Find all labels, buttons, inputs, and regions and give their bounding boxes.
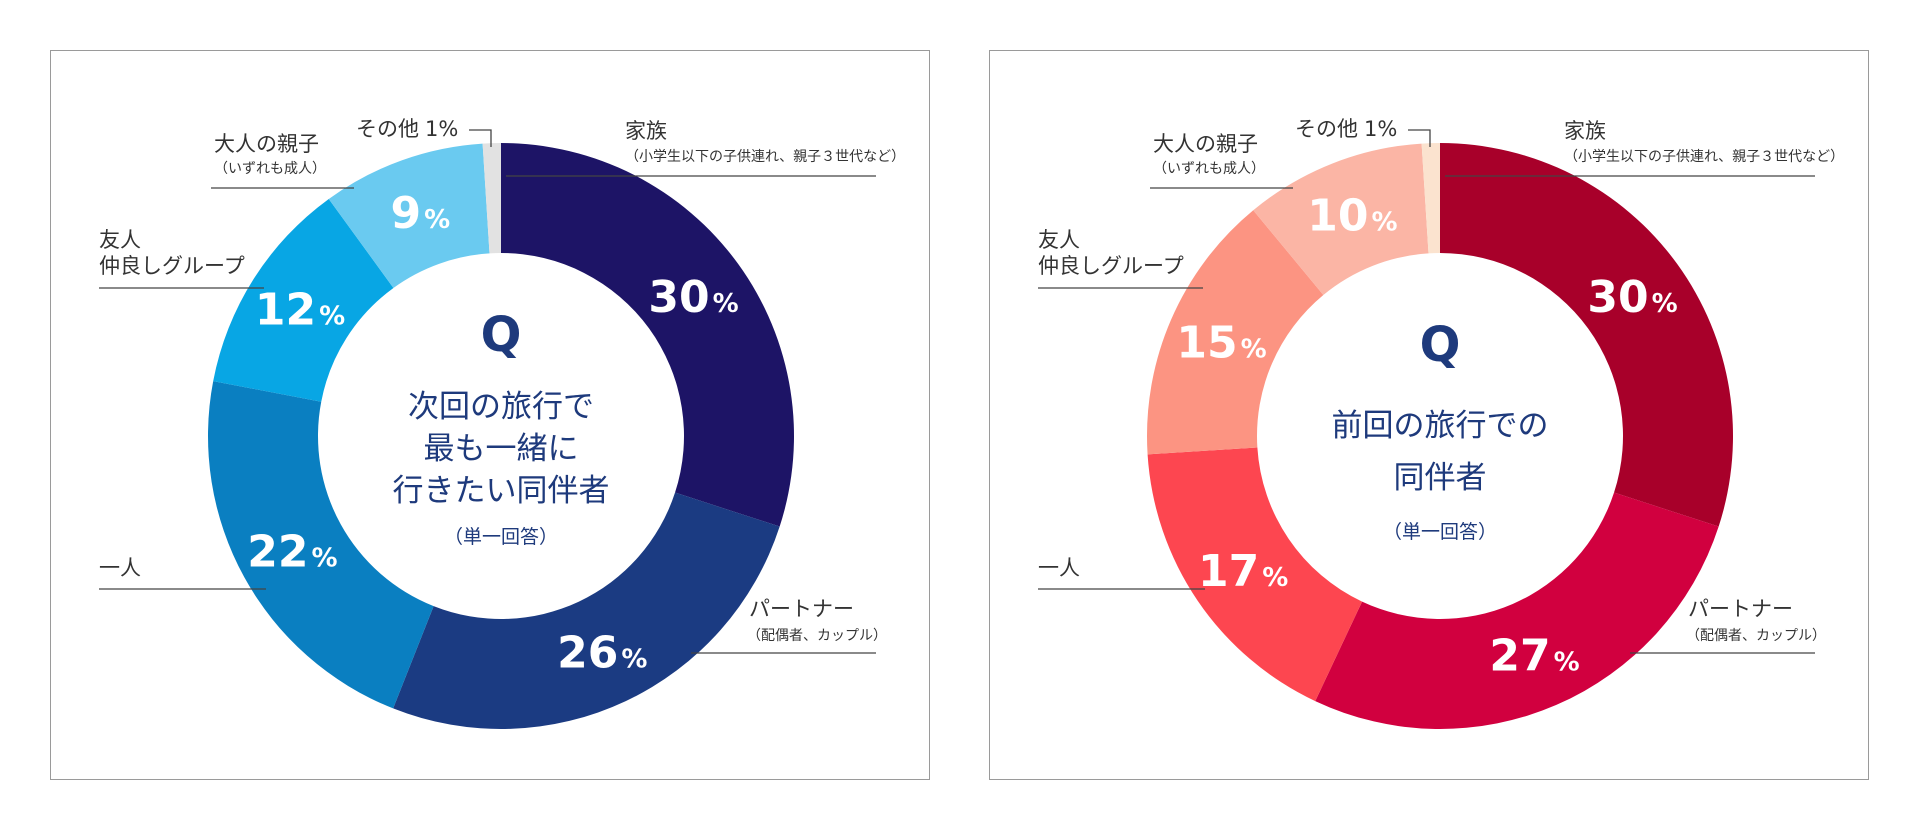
pct-sign: %	[1554, 647, 1580, 677]
slice-5	[328, 143, 490, 288]
label-others-value: 1	[1364, 117, 1377, 141]
pct-sign: %	[1652, 289, 1678, 319]
pct-label-4: 12%	[255, 284, 345, 335]
question-line-1: 次回の旅行で	[408, 389, 594, 425]
slice-1	[1440, 143, 1733, 527]
question-line-3: 行きたい同伴者	[393, 473, 610, 509]
label-solo: 一人	[1038, 556, 1080, 580]
label-friends: 友人	[99, 228, 141, 252]
question-note: （単一回答）	[444, 526, 558, 548]
question-line-2: 同伴者	[1394, 460, 1487, 496]
question-mark: Q	[481, 307, 522, 363]
label-partner-sub: （配偶者、カップル）	[747, 628, 887, 644]
slice-1	[501, 143, 794, 527]
donut-chart-next-trip: 30 %26 %22 %12 %9 %Q次回の旅行で最も一緒に行きたい同伴者（単一回答）家…	[99, 117, 905, 729]
pct-sign: %	[1262, 563, 1288, 593]
label-others: その他 1%	[1295, 117, 1397, 141]
label-adult-family-sub: （いずれも成人）	[214, 161, 326, 177]
pct-value: 30	[1587, 272, 1648, 323]
label-others-value: 1	[425, 117, 438, 141]
question-mark: Q	[1420, 317, 1461, 373]
label-partner-sub: （配偶者、カップル）	[1686, 628, 1826, 644]
label-friends: 友人	[1038, 228, 1080, 252]
pct-value: 15	[1176, 317, 1237, 368]
pct-value: 17	[1198, 546, 1259, 597]
label-others-name: その他	[1295, 117, 1358, 141]
slice-3	[208, 381, 434, 709]
label-others-name: その他	[356, 117, 419, 141]
pct-sign: %	[713, 289, 739, 319]
slice-2	[393, 492, 780, 729]
slice-5	[1253, 143, 1429, 295]
label-family-sub: （小学生以下の子供連れ、親子３世代など）	[1564, 149, 1844, 165]
pct-sign: %	[319, 301, 345, 331]
pct-value: 10	[1307, 191, 1368, 242]
pct-label-5: 10%	[1307, 191, 1397, 242]
pct-label-2: 27%	[1489, 630, 1579, 681]
pct-label-2: 26%	[557, 627, 647, 678]
pct-sign: %	[424, 205, 450, 235]
slice-4	[213, 198, 394, 402]
pct-label-5: 9%	[391, 188, 451, 239]
label-others: その他 1%	[356, 117, 458, 141]
leader-others	[469, 129, 492, 147]
pct-sign: %	[1241, 334, 1267, 364]
label-others-pct: %	[438, 117, 458, 141]
pct-label-1: 30%	[648, 272, 738, 323]
slice-2	[1315, 492, 1719, 729]
label-family-sub: （小学生以下の子供連れ、親子３世代など）	[625, 149, 905, 165]
label-family: 家族	[625, 119, 667, 143]
pct-sign: %	[312, 544, 338, 574]
pct-value: 9	[391, 188, 422, 239]
pct-label-3: 17%	[1198, 546, 1288, 597]
label-adult-family-sub: （いずれも成人）	[1153, 161, 1265, 177]
question-line-2: 最も一緒に	[424, 431, 579, 467]
label-others-pct: %	[1377, 117, 1397, 141]
question-note: （単一回答）	[1383, 521, 1497, 543]
label-partner: パートナー	[1688, 597, 1793, 621]
label-partner: パートナー	[749, 597, 854, 621]
pct-sign: %	[621, 644, 647, 674]
pct-value: 27	[1489, 630, 1550, 681]
chart-panel-last-trip: 30% 27% 17% 15% 10% Q 前回の旅行での 同伴者 （単一回答） 家族 （小学生以下…	[989, 50, 1869, 780]
leader-others	[1408, 129, 1431, 147]
label-adult-family: 大人の親子	[214, 132, 319, 156]
pct-sign: %	[1371, 208, 1397, 238]
label-friends-group: 仲良しグループ	[1038, 254, 1184, 278]
pct-label-4: 15%	[1176, 317, 1266, 368]
label-friends-group: 仲良しグループ	[99, 254, 245, 278]
pct-value: 26	[557, 627, 618, 678]
chart-panel-next-trip: 30% 26% 22% 12% 9% Q 次回の旅行で 最も一緒に 行きたい同伴者 （単一回答）家…	[50, 50, 930, 780]
label-solo: 一人	[99, 556, 141, 580]
donut-chart-last-trip: 30 %27 %17 %15 %10 %Q前回の旅行での同伴者（単一回答）家族（小学生以下…	[1038, 117, 1844, 729]
label-family: 家族	[1564, 119, 1606, 143]
pct-value: 30	[648, 272, 709, 323]
pct-label-3: 22%	[247, 527, 337, 578]
slice-6	[482, 143, 501, 254]
question-line-1: 前回の旅行での	[1332, 408, 1549, 444]
label-adult-family: 大人の親子	[1153, 132, 1258, 156]
slice-6	[1421, 143, 1440, 254]
pct-value: 22	[247, 527, 308, 578]
slice-4	[1147, 210, 1324, 455]
slice-3	[1147, 447, 1363, 702]
pct-label-1: 30%	[1587, 272, 1677, 323]
pct-value: 12	[255, 284, 316, 335]
